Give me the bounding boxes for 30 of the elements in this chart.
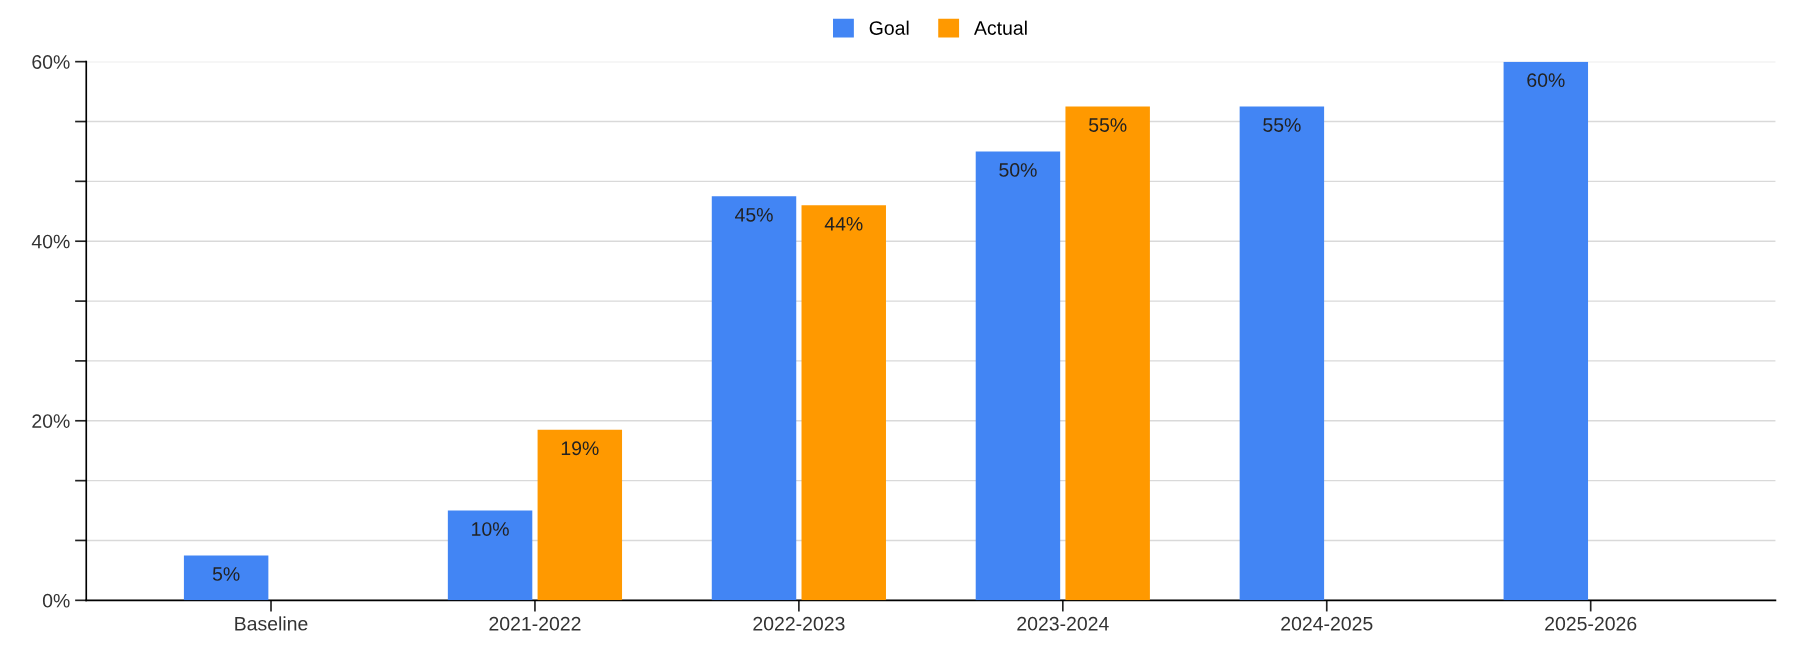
bar <box>1503 61 1589 601</box>
data-label: 50% <box>999 163 1037 177</box>
legend-label: Actual <box>973 20 1027 35</box>
x-tick-label: 2021-2022 <box>489 616 581 631</box>
x-tick-label: Baseline <box>235 616 308 631</box>
data-label: 55% <box>1263 118 1301 132</box>
y-tick-label: 60% <box>32 55 70 69</box>
data-label: 45% <box>735 208 773 222</box>
data-label: 5% <box>212 567 240 581</box>
x-tick-label: 2023-2024 <box>1017 616 1109 631</box>
y-tick-label: 40% <box>31 234 70 249</box>
x-tick-label: 2022-2023 <box>753 616 845 631</box>
bar <box>447 510 533 601</box>
data-label: 19% <box>561 441 599 456</box>
bar <box>183 555 269 601</box>
data-label: 55% <box>1089 118 1127 132</box>
bar <box>801 205 886 601</box>
bar <box>975 151 1061 601</box>
y-tick-label: 0% <box>42 593 70 608</box>
bar <box>711 196 797 601</box>
bar <box>537 429 623 601</box>
bar <box>1065 106 1150 601</box>
x-tick-label: 2024-2025 <box>1281 616 1373 631</box>
legend-label: Goal <box>869 20 909 35</box>
y-tick-label: 20% <box>32 414 70 429</box>
data-label: 60% <box>1527 73 1565 88</box>
bar <box>1239 106 1325 601</box>
data-label: 10% <box>472 522 509 536</box>
x-tick-label: 2025-2026 <box>1545 616 1637 631</box>
data-label: 44% <box>824 217 863 231</box>
